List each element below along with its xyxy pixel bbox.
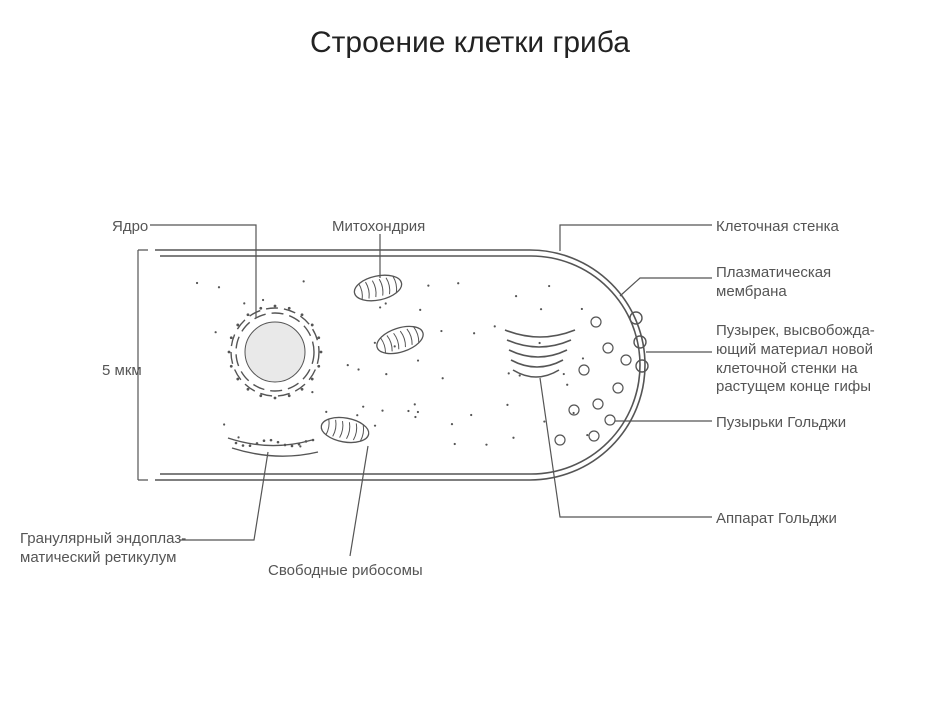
label-golgi: Аппарат Гольджи [716,510,837,529]
label-scale: 5 мкм [102,362,142,381]
label-nucleus: Ядро [112,218,148,237]
label-ribosomes: Свободные рибосомы [268,562,423,581]
label-mitochondrion: Митохондрия [332,218,425,237]
label-wall-vesicle: Пузырек, высвобожда- ющий материал новой… [716,322,875,397]
label-membrane: Плазматическая мембрана [716,264,831,302]
label-golgi-vesicles: Пузырьки Гольджи [716,414,846,433]
label-cell-wall: Клеточная стенка [716,218,839,237]
label-er: Гранулярный эндоплаз- матический ретикул… [20,530,186,568]
